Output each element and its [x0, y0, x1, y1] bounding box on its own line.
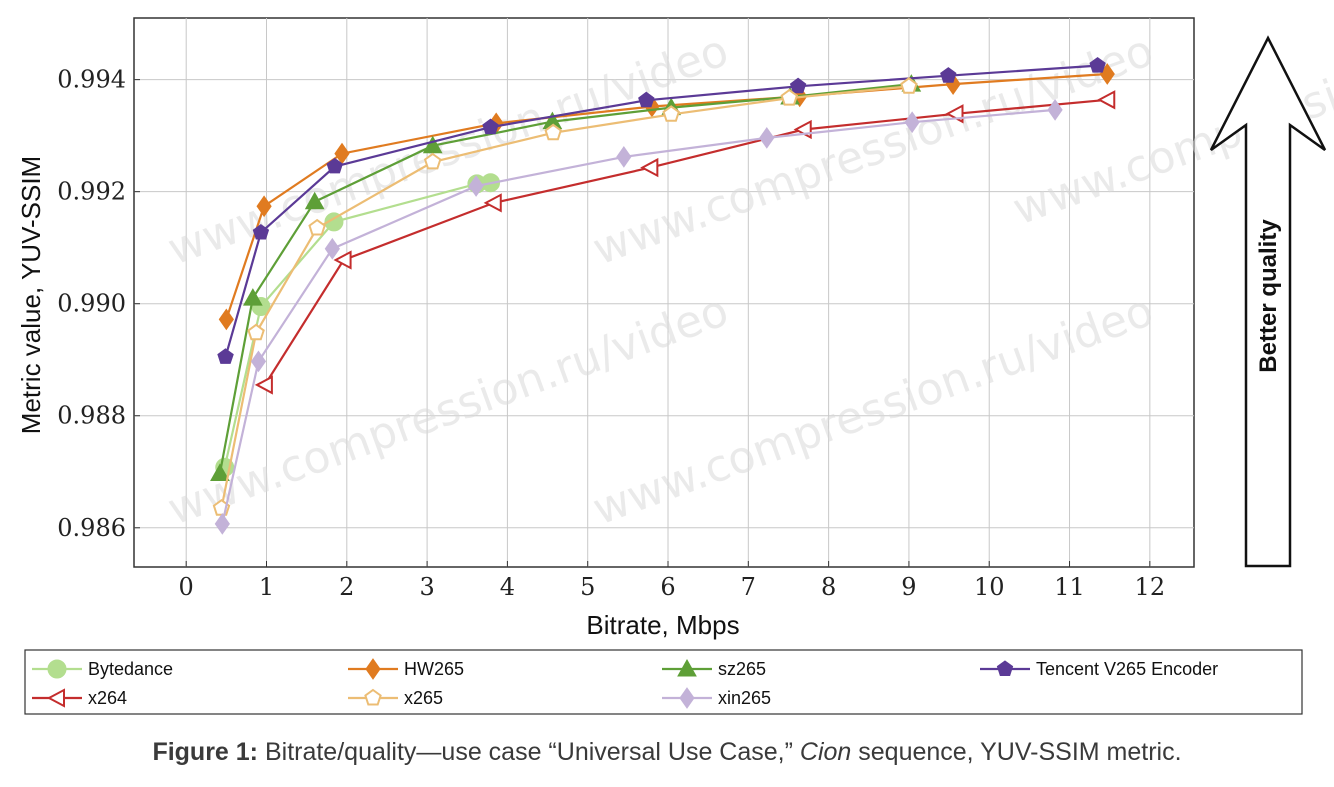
- data-point-tencent-v265-encoder: [217, 348, 234, 364]
- legend-item-x264: x264: [32, 688, 127, 708]
- data-point-x264: [333, 250, 352, 270]
- x-tick-label: 10: [974, 573, 1005, 601]
- x-tick-label: 4: [500, 573, 515, 601]
- data-point-x264: [640, 157, 659, 178]
- data-point-x265: [544, 123, 562, 141]
- better-quality-arrow: Better quality: [1209, 35, 1327, 568]
- legend-item-xin265: xin265: [662, 687, 771, 709]
- grid: [134, 18, 1194, 567]
- data-point-sz265: [210, 463, 230, 481]
- data-point-hw265: [256, 195, 272, 218]
- data-point-x265: [900, 77, 918, 94]
- x-tick-label: 11: [1054, 573, 1085, 601]
- data-point-xin265: [250, 350, 267, 373]
- data-point-tencent-v265-encoder: [940, 67, 957, 83]
- x-tick-label: 0: [179, 573, 194, 601]
- data-point-hw265: [218, 308, 234, 331]
- data-point-tencent-v265-encoder: [789, 77, 807, 94]
- data-point-x265: [662, 105, 680, 122]
- series-line-x265: [220, 85, 910, 509]
- legend-frame: [24, 649, 1303, 715]
- legend-item-tencent-v265-encoder: Tencent V265 Encoder: [980, 659, 1218, 679]
- legend-item-x265: x265: [348, 688, 443, 708]
- data-point-tencent-v265-encoder: [1089, 56, 1106, 73]
- legend-label: Bytedance: [88, 659, 173, 679]
- legend-marker: [679, 687, 695, 709]
- series-xin265: [214, 99, 1063, 535]
- legend-marker: [364, 688, 382, 706]
- caption-label: Figure 1:: [152, 738, 259, 766]
- data-point-tencent-v265-encoder: [252, 223, 270, 240]
- x-axis-title: Bitrate, Mbps: [586, 610, 739, 640]
- legend-label: x265: [404, 688, 443, 708]
- x-tick-label: 8: [821, 573, 836, 601]
- x-axis: 0 1 2 3 4 5 6 7 8 9 10 11 12: [179, 561, 1166, 601]
- legend: Bytedance HW265 sz265 Tencent V265 Encoder x…: [24, 649, 1303, 715]
- arrow-icon: [1209, 35, 1327, 568]
- caption-text-end: sequence, YUV-SSIM metric.: [851, 738, 1182, 766]
- y-tick-label: 0.988: [57, 402, 126, 430]
- data-point-x265: [780, 88, 799, 106]
- data-point-sz265: [242, 288, 263, 306]
- data-point-sz265: [422, 135, 443, 154]
- data-point-xin265: [468, 175, 484, 197]
- legend-item-sz265: sz265: [662, 658, 766, 679]
- series-layer: [210, 56, 1116, 535]
- legend-item-hw265: HW265: [348, 658, 464, 680]
- y-axis: 0.986 0.988 0.990 0.992 0.994: [57, 66, 140, 542]
- figure-caption: Figure 1: Bitrate/quality—use case “Univ…: [0, 738, 1334, 767]
- series-tencent-v265-encoder: [217, 56, 1106, 364]
- x-tick-label: 6: [660, 573, 675, 601]
- legend-marker: [365, 658, 381, 680]
- series-line-hw265: [225, 72, 1108, 320]
- legend-marker: [996, 660, 1014, 676]
- data-point-xin265: [1047, 99, 1063, 121]
- x-tick-label: 1: [259, 573, 274, 601]
- caption-sequence: Cion: [799, 738, 852, 766]
- y-tick-label: 0.994: [57, 66, 126, 94]
- legend-label: sz265: [718, 659, 766, 679]
- x-tick-label: 5: [580, 573, 595, 601]
- x-tick-label: 3: [419, 573, 434, 601]
- data-point-xin265: [759, 127, 775, 149]
- data-point-x265: [247, 323, 265, 341]
- legend-label: xin265: [718, 688, 771, 708]
- data-point-bytedance: [324, 212, 344, 232]
- series-line-tencent-v265-encoder: [224, 64, 1098, 358]
- y-tick-label: 0.986: [57, 514, 126, 542]
- x-tick-label: 7: [741, 573, 756, 601]
- data-point-xin265: [616, 146, 632, 168]
- legend-marker: [46, 688, 65, 708]
- data-point-xin265: [904, 111, 920, 134]
- legend-marker: [47, 659, 67, 679]
- data-point-x265: [308, 218, 326, 236]
- legend-item-bytedance: Bytedance: [32, 659, 173, 679]
- y-axis-title: Metric value, YUV-SSIM: [16, 156, 46, 434]
- data-point-x265: [423, 152, 442, 170]
- x-tick-label: 2: [339, 573, 354, 601]
- legend-label: HW265: [404, 659, 464, 679]
- data-point-tencent-v265-encoder: [638, 91, 655, 108]
- data-point-x264: [483, 193, 502, 213]
- data-point-x264: [1097, 90, 1116, 110]
- series-line-xin265: [221, 108, 1056, 525]
- caption-text: Bitrate/quality—use case “Universal Use …: [258, 738, 800, 766]
- legend-marker: [677, 658, 697, 677]
- y-tick-label: 0.990: [57, 290, 126, 318]
- data-point-tencent-v265-encoder: [482, 118, 499, 135]
- data-point-sz265: [304, 191, 325, 210]
- legend-label: x264: [88, 688, 127, 708]
- data-point-xin265: [214, 512, 230, 535]
- x-tick-label: 12: [1135, 573, 1166, 601]
- data-point-xin265: [324, 237, 340, 260]
- data-point-x264: [254, 375, 273, 395]
- legend-label: Tencent V265 Encoder: [1036, 659, 1218, 679]
- data-point-tencent-v265-encoder: [326, 157, 343, 174]
- arrow-label: Better quality: [1255, 219, 1282, 373]
- y-tick-label: 0.992: [57, 178, 126, 206]
- x-tick-label: 9: [901, 573, 916, 601]
